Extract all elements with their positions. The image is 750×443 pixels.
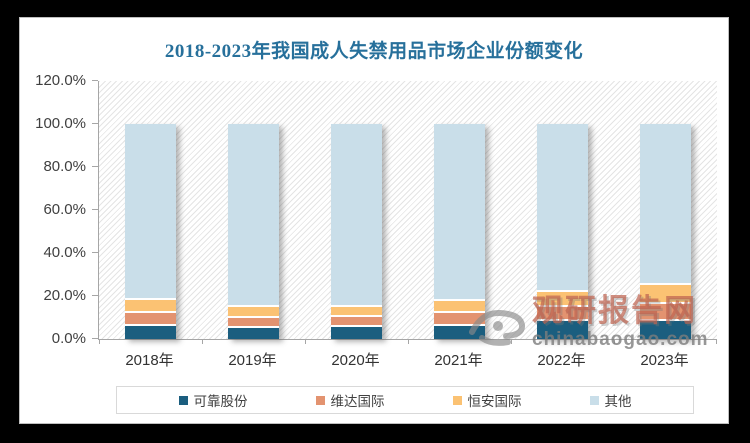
bar-segment [125,323,176,339]
bar-stack [228,124,279,339]
bar-segment [331,325,382,339]
x-tick-mark [202,339,203,344]
bar-stack [331,124,382,339]
x-tick-mark [614,339,615,344]
x-axis-labels: 2018年 2019年 2020年 2021年 2022年 2023年 [98,349,716,371]
bar-segment [434,311,485,324]
legend-label: 可靠股份 [193,394,248,409]
legend-label: 恒安国际 [467,394,522,409]
bar-segment [434,124,485,300]
x-tick-mark [511,339,512,344]
bar-segment [125,124,176,299]
x-axis-label: 2023年 [640,352,689,369]
bar-segment [228,124,279,305]
bar-segment [228,304,279,317]
bar-segment [640,124,691,284]
legend-item: 恒安国际 [452,390,522,410]
bar-stack [434,124,485,339]
legend-item: 可靠股份 [178,390,248,410]
legend: 可靠股份 维达国际 恒安国际 其他 [116,386,694,414]
x-axis-label: 2019年 [228,352,277,369]
legend-item: 其他 [589,390,632,410]
bar-segment [537,289,588,305]
y-tick-mark [92,166,98,167]
x-tick-mark [305,339,306,344]
bar-segment [125,311,176,324]
y-tick-mark [92,295,98,296]
y-tick-mark [92,123,98,124]
legend-label: 其他 [604,394,632,409]
y-tick-label: 60.0% [43,201,86,218]
bar-segment [640,302,691,319]
legend-swatch [452,395,462,405]
x-tick-mark [716,339,717,344]
y-tick-label: 40.0% [43,244,86,261]
y-tick-label: 120.0% [35,72,86,89]
bar-segment [434,299,485,312]
bar-segment [640,318,691,339]
chart-title: 2018-2023年我国成人失禁用品市场企业份额变化 [164,41,584,62]
y-tick-mark [92,252,98,253]
x-tick-mark [408,339,409,344]
legend-swatch [178,395,188,405]
y-tick-label: 100.0% [35,115,86,132]
y-tick-label: 0.0% [51,330,86,347]
bar-segment [125,298,176,312]
bar-segment [537,304,588,319]
legend-swatch [589,395,599,405]
bar-segment [537,124,588,290]
bar-stack [640,124,691,339]
bar-segment [228,316,279,327]
x-axis-label: 2022年 [537,352,586,369]
legend-item: 维达国际 [315,390,385,410]
y-tick-mark [92,209,98,210]
plot-area [98,81,717,344]
legend-swatch [315,395,325,405]
bar-segment [331,304,382,316]
legend-label: 维达国际 [330,394,385,409]
bar-segment [331,124,382,305]
bar-segment [640,283,691,303]
bar-segment [331,315,382,326]
x-axis-label: 2021年 [434,352,483,369]
bar-stack [537,124,588,339]
bar-segment [434,323,485,339]
bar-segment [228,326,279,339]
x-tick-mark [99,339,100,344]
chart-frame: 2018-2023年我国成人失禁用品市场企业份额变化 0.0% 20.0% 40.0… [19,17,729,424]
y-tick-label: 20.0% [43,287,86,304]
y-tick-label: 80.0% [43,158,86,175]
x-axis-label: 2020年 [331,352,380,369]
x-axis-label: 2018年 [125,352,174,369]
bar-segment [537,318,588,339]
y-tick-mark [92,80,98,81]
bar-stack [125,124,176,339]
y-axis: 0.0% 20.0% 40.0% 60.0% 80.0% 100.0% 120.0% [20,72,98,347]
y-tick-mark [92,338,98,339]
